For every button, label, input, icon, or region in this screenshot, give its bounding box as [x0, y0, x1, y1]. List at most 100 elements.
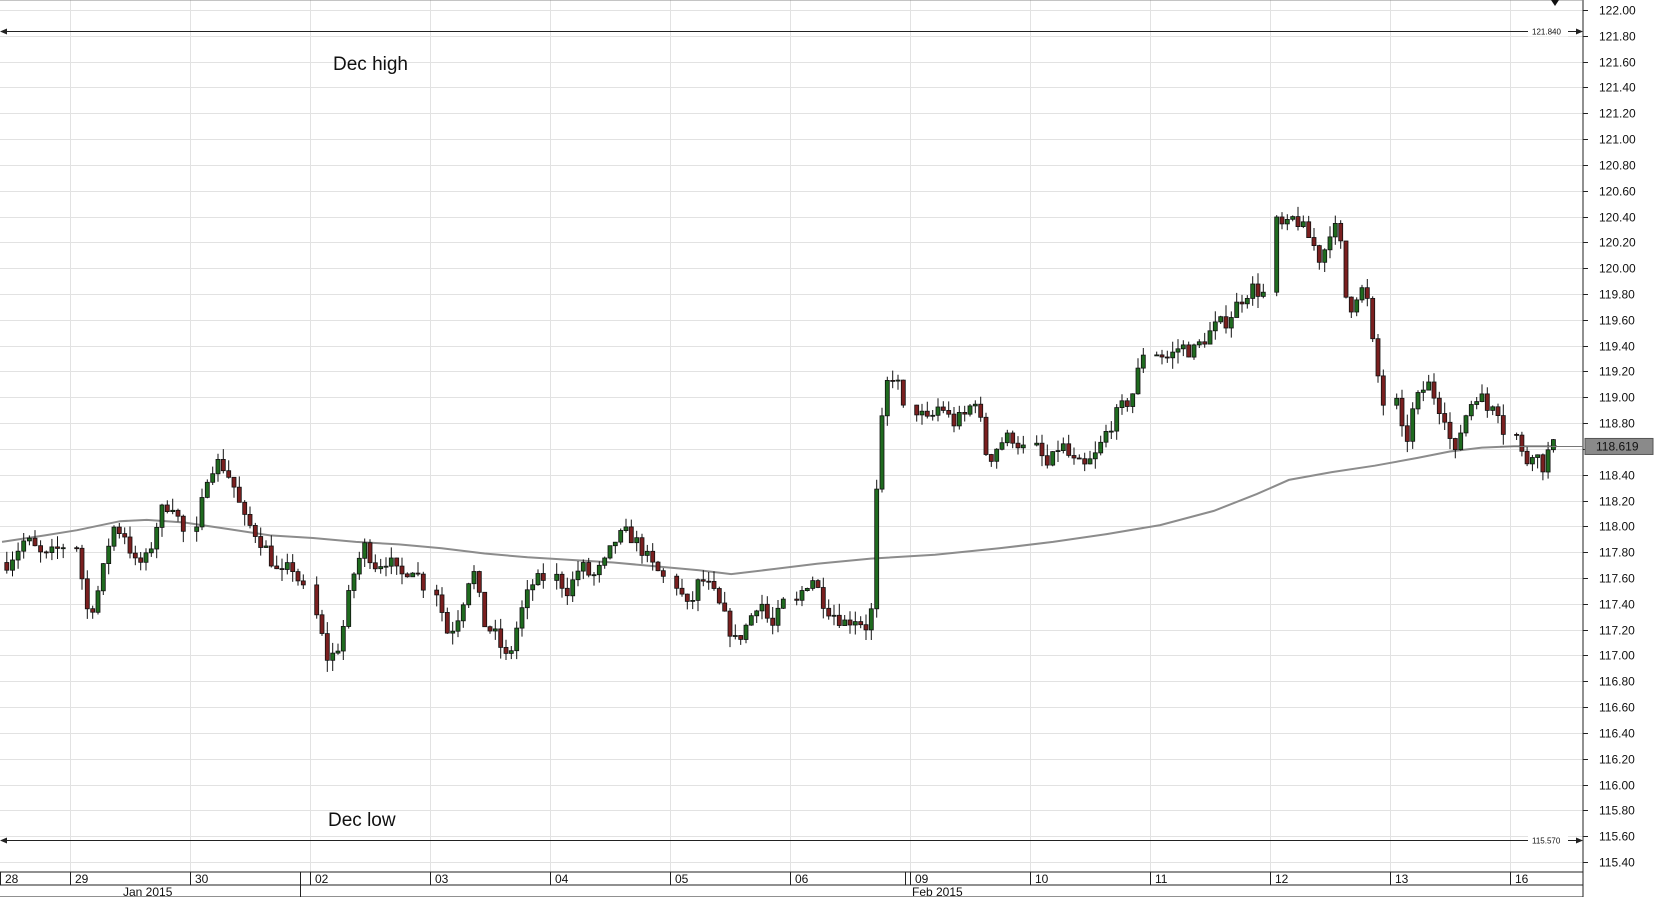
- candle-down: [1338, 222, 1344, 242]
- candle-down: [890, 379, 896, 382]
- candle: [263, 540, 269, 548]
- candle-down: [127, 536, 133, 554]
- candle-down: [706, 580, 712, 583]
- candle-down: [1015, 442, 1021, 449]
- candle: [295, 568, 301, 586]
- candle: [1202, 332, 1208, 348]
- candle: [1468, 400, 1474, 421]
- candle: [388, 547, 394, 575]
- candle: [559, 571, 565, 598]
- candle: [1223, 305, 1229, 334]
- candle: [754, 609, 760, 623]
- candle: [1103, 424, 1109, 448]
- candle-up: [554, 573, 560, 581]
- candle: [394, 557, 400, 575]
- candle-up: [49, 546, 55, 554]
- candle-down: [404, 573, 410, 578]
- candle-up: [1130, 393, 1136, 407]
- candle: [1463, 414, 1469, 437]
- candle-up: [1415, 392, 1421, 410]
- candle-up: [492, 628, 498, 632]
- candle-up: [842, 619, 848, 626]
- candle: [21, 533, 27, 559]
- candle-up: [580, 562, 586, 572]
- candle: [199, 488, 205, 531]
- candle: [607, 545, 613, 560]
- candle-up: [804, 588, 810, 592]
- candle: [215, 453, 221, 482]
- candle-down: [951, 413, 957, 427]
- candle: [79, 544, 85, 590]
- candle-down: [319, 614, 325, 634]
- candle: [1076, 454, 1082, 460]
- candle: [482, 591, 488, 628]
- vertical-gridlines: [70, 0, 1511, 872]
- y-tick-label: 121.80: [1599, 30, 1636, 44]
- candle: [1431, 373, 1437, 405]
- candle-down: [116, 526, 122, 534]
- candle: [1055, 440, 1061, 462]
- candle-down: [660, 570, 666, 577]
- candle: [1135, 358, 1141, 395]
- candle: [815, 579, 821, 589]
- candle: [628, 519, 634, 544]
- candle: [596, 561, 602, 583]
- candle-down: [684, 593, 690, 602]
- candle: [1284, 214, 1290, 231]
- candle: [1394, 393, 1400, 410]
- candle-down: [74, 547, 80, 550]
- candle: [700, 570, 706, 587]
- candle-up: [154, 527, 160, 550]
- candle: [455, 610, 461, 638]
- candle-up: [143, 552, 149, 563]
- candle: [540, 563, 546, 589]
- candle-down: [487, 626, 493, 632]
- candle-up: [210, 473, 216, 483]
- candle: [383, 557, 389, 577]
- candle: [780, 597, 786, 609]
- candle-down: [700, 579, 706, 582]
- candle: [1410, 402, 1416, 449]
- candle: [1452, 437, 1458, 459]
- candle-down: [863, 624, 869, 631]
- candle-down: [132, 552, 138, 559]
- candle: [1306, 215, 1312, 239]
- candle: [890, 370, 896, 389]
- candle-down: [84, 578, 90, 610]
- candle-up: [868, 608, 874, 631]
- candle-down: [1514, 433, 1519, 436]
- candle: [1540, 453, 1546, 481]
- candle-up: [748, 615, 754, 626]
- candle: [415, 562, 421, 577]
- candle: [122, 527, 128, 545]
- candle: [591, 572, 597, 586]
- candle-up: [1468, 404, 1474, 417]
- candle: [346, 584, 352, 629]
- candle-up: [21, 540, 27, 552]
- candle-down: [978, 403, 984, 418]
- candle: [127, 526, 133, 559]
- candle-up: [852, 621, 858, 626]
- candle: [132, 545, 138, 566]
- candle-up: [602, 557, 608, 566]
- candle-down: [1431, 381, 1437, 399]
- candle-down: [274, 565, 280, 570]
- candle-up: [356, 557, 362, 575]
- candle: [794, 591, 800, 606]
- candle: [1380, 369, 1386, 416]
- candle: [258, 527, 264, 556]
- candle: [1044, 444, 1050, 469]
- candle-up: [1034, 442, 1040, 446]
- candle: [106, 538, 112, 575]
- candle: [1020, 435, 1026, 454]
- candle: [471, 565, 477, 590]
- candle: [1442, 402, 1448, 430]
- candle: [775, 600, 781, 633]
- candle: [487, 625, 493, 634]
- candle: [743, 623, 749, 644]
- candle-up: [1426, 381, 1432, 391]
- candle: [439, 587, 445, 622]
- candle-up: [1092, 452, 1098, 460]
- candle-up: [346, 590, 352, 627]
- candle: [1180, 340, 1186, 357]
